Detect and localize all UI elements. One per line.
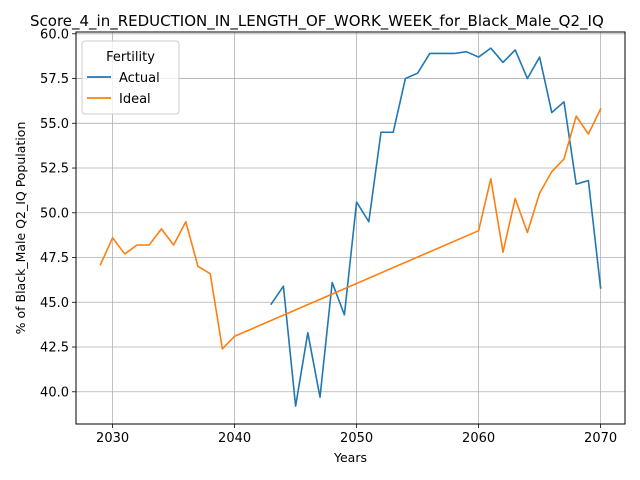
x-tick-label: 2040 bbox=[218, 431, 251, 446]
y-tick-label: 50.0 bbox=[40, 206, 69, 221]
y-tick-label: 45.0 bbox=[40, 296, 69, 311]
legend-label-actual: Actual bbox=[119, 71, 160, 86]
legend-box bbox=[81, 40, 180, 115]
y-tick-label: 55.0 bbox=[40, 117, 69, 132]
x-tick-label: 2060 bbox=[462, 431, 495, 446]
y-tick-label: 40.0 bbox=[40, 385, 69, 400]
series-line-ideal bbox=[99, 107, 602, 350]
x-tick-label: 2070 bbox=[584, 431, 617, 446]
legend-title: Fertility bbox=[106, 50, 155, 65]
y-tick-label: 57.5 bbox=[40, 72, 69, 87]
legend-label-ideal: Ideal bbox=[119, 92, 151, 107]
series-line-actual bbox=[270, 47, 602, 407]
y-tick-label: 60.0 bbox=[40, 27, 69, 42]
y-tick-label: 52.5 bbox=[40, 162, 69, 177]
grid-lines bbox=[76, 32, 625, 424]
legend: Fertility Actual Ideal bbox=[81, 40, 180, 115]
x-tick-label: 2050 bbox=[340, 431, 373, 446]
y-axis-label: % of Black_Male Q2_IQ Population bbox=[13, 122, 28, 335]
series-lines bbox=[99, 47, 602, 407]
plot-area-frame bbox=[75, 31, 626, 425]
x-axis-label: Years bbox=[333, 450, 367, 465]
chart-title: Score_4_in_REDUCTION_IN_LENGTH_OF_WORK_W… bbox=[30, 12, 604, 31]
x-tick-label: 2030 bbox=[96, 431, 129, 446]
axis-ticks: 2030 2040 2050 2060 2070 40.0 42.5 45.0 47.5 50.0… bbox=[40, 27, 617, 446]
y-tick-label: 47.5 bbox=[40, 251, 69, 266]
y-tick-label: 42.5 bbox=[40, 341, 69, 356]
